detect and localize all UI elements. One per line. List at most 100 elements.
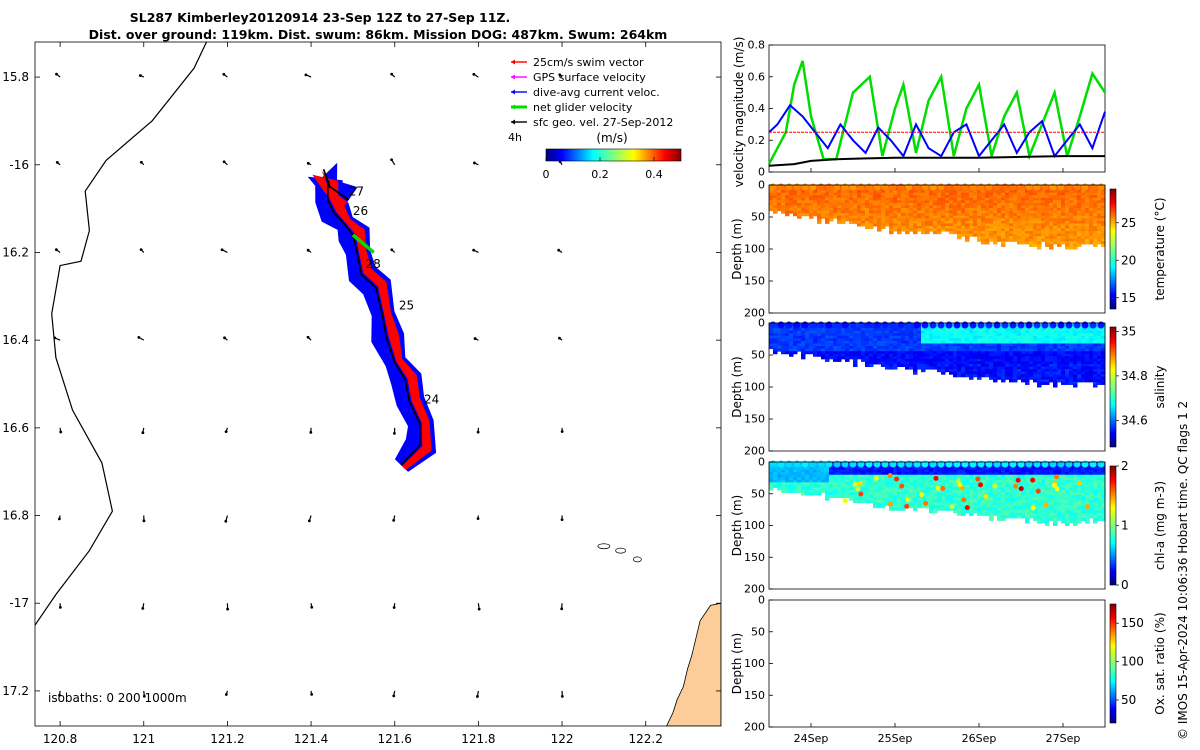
surface-sample [841,183,849,191]
sfc-geo-arrow-head [54,248,58,252]
surface-sample [921,183,929,191]
surface-sample [833,460,841,468]
chl-sample [1051,482,1057,488]
sfc-geo-arrow-head [306,335,310,339]
chl-sample [949,504,955,510]
surface-sample [1009,183,1017,191]
map-ytick-label: 16.8 [2,509,29,523]
oxygen-ylabel: Depth (m) [730,633,744,694]
sfc-geo-arrow-head [560,695,564,698]
sfc-geo-arrow-head [472,248,476,252]
velocity-ytick-label: 0.6 [748,70,766,83]
surface-sample [1025,460,1033,468]
map-ytick-label: 16.4 [2,333,29,347]
map-xtick-label: 121.4 [294,732,328,746]
chl-sample [852,481,858,487]
surface-sample [929,460,937,468]
sfc-geo-arrow-head [306,161,310,165]
surface-sample [785,460,793,468]
surface-sample [913,460,921,468]
isobaths-label: isobaths: 0 200 1000m [48,691,187,705]
surface-sample [1009,321,1017,329]
map-xtick-label: 122 [551,732,574,746]
chl-sample [992,483,998,489]
surface-sample [865,321,873,329]
sfc-geo-arrow-head [473,161,476,165]
land-polygon [666,602,721,726]
surface-sample [769,321,777,329]
surface-sample [897,460,905,468]
sfc-geo-arrow-head [137,335,141,339]
sfc-geo-velocity-arrows [53,72,564,698]
day-label: 28 [365,257,380,271]
surface-sample [849,183,857,191]
surface-sample [961,460,969,468]
sfc-geo-arrow-head [390,158,393,162]
chl-sample [1035,488,1041,494]
surface-sample [905,183,913,191]
chlorophyll-ytick-label: 200 [744,583,765,596]
temperature-ytick-label: 0 [758,179,765,192]
surface-sample [1097,183,1105,191]
chl-sample [923,500,929,506]
chl-sample [887,473,893,479]
surface-sample [817,321,825,329]
chl-sample [873,475,879,481]
chlorophyll-ytick-label: 50 [751,487,765,500]
coastline-line [35,42,208,626]
sfc-geo-arrow-head [392,518,396,522]
surface-sample [913,183,921,191]
surface-sample [849,460,857,468]
map-xtick-label: 121.6 [378,732,412,746]
sfc-geo-arrow-head [59,430,63,434]
chlorophyll-colorbar-tick: 2 [1121,459,1129,473]
surface-sample [945,183,953,191]
chlorophyll-ytick-label: 100 [744,519,765,532]
island [632,556,642,563]
velocity-series-line [768,103,1106,159]
legend-arrowhead [511,104,515,110]
surface-sample [1057,183,1065,191]
sfc-geo-arrow-head [393,431,396,435]
surface-sample [1089,183,1097,191]
surface-sample [1073,183,1081,191]
day-label: 26 [353,204,368,218]
surface-sample [1001,183,1009,191]
legend-arrowhead [511,59,515,65]
surface-sample [985,183,993,191]
chlorophyll-colorbar-tick: 1 [1121,519,1129,533]
sfc-geo-arrow-head [472,72,476,76]
surface-sample [961,321,969,329]
surface-sample [793,460,801,468]
surface-sample [881,321,889,329]
surface-sample [857,321,865,329]
time-xtick-label: 24Sep [794,732,829,745]
surface-sample [1017,183,1025,191]
surface-sample [1041,321,1049,329]
surface-sample [977,321,985,329]
surface-sample [801,183,809,191]
surface-sample [897,183,905,191]
sfc-geo-arrow-head [58,606,62,609]
map-colorbar-gradient [545,148,682,162]
surface-sample [977,460,985,468]
surface-sample [1081,183,1089,191]
surface-sample [889,183,897,191]
sfc-geo-arrow-head [310,605,314,609]
sfc-geo-arrow-head [392,694,396,698]
sfc-geo-arrow-head [560,607,564,611]
surface-sample [993,321,1001,329]
chl-sample [905,497,911,503]
map-xtick-label: 121.8 [461,732,495,746]
surface-sample [793,321,801,329]
map-ytick-label: -16 [9,158,29,172]
chl-sample [857,480,863,486]
coastline [35,42,208,626]
oxygen-colorbar-tick: 100 [1121,655,1144,669]
surface-sample [1057,321,1065,329]
legend-arrowhead [511,74,515,80]
sfc-geo-arrow-head [142,519,146,523]
sfc-geo-arrow-head [141,606,145,610]
velocity-ylabel: velocity magnitude (m/s) [732,37,746,188]
